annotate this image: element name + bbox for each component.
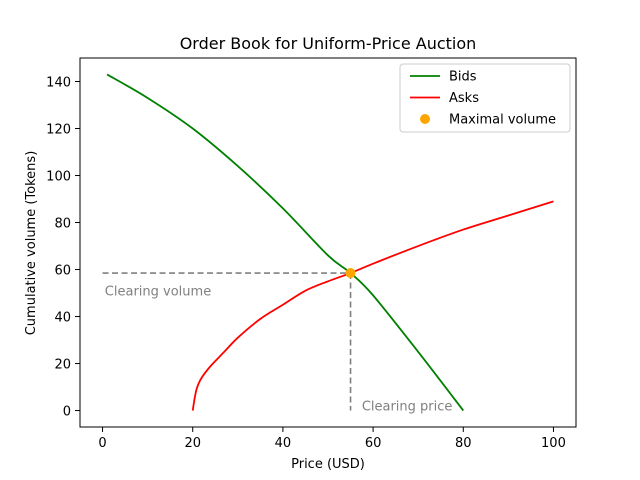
legend: Bids Asks Maximal volume <box>399 63 571 133</box>
x-axis-label: Price (USD) <box>291 457 365 472</box>
x-tick-label: 60 <box>365 436 382 451</box>
y-tick-label: 140 <box>46 76 71 91</box>
y-tick-label: 20 <box>54 358 71 373</box>
series-layer <box>106 73 554 412</box>
legend-maximal-volume-swatch <box>420 114 430 124</box>
y-tick-label: 80 <box>54 217 71 232</box>
plot-frame <box>79 57 577 428</box>
x-tick-label: 80 <box>455 436 472 451</box>
y-tick-label: 0 <box>63 405 71 420</box>
y-tick-label: 60 <box>54 264 71 279</box>
y-axis-label: Cumulative volume (Tokens) <box>24 151 39 336</box>
chart-title: Order Book for Uniform-Price Auction <box>180 34 477 53</box>
annotation-text: Clearing price <box>362 400 453 415</box>
annotation-text: Clearing volume <box>105 284 211 299</box>
legend-asks-label: Asks <box>449 91 479 106</box>
maximal-volume-point <box>345 268 356 279</box>
clearing-reference-lines <box>102 272 352 411</box>
y-tick-label: 100 <box>46 170 71 185</box>
x-tick-label: 20 <box>184 436 201 451</box>
annotations: Clearing volume Clearing price <box>105 284 453 414</box>
asks-line <box>191 200 554 411</box>
axis-ticks: 0 20 40 60 80 100 0 20 40 60 80 100 120 140 <box>46 76 566 451</box>
legend-bids-label: Bids <box>449 70 477 85</box>
x-tick-label: 40 <box>275 436 292 451</box>
bids-line <box>106 73 464 412</box>
y-tick-label: 40 <box>54 311 71 326</box>
legend-maximal-volume-label: Maximal volume <box>449 113 556 128</box>
legend-box <box>399 63 571 133</box>
y-tick-label: 120 <box>46 123 71 138</box>
x-tick-label: 0 <box>98 436 106 451</box>
x-tick-label: 100 <box>541 436 566 451</box>
